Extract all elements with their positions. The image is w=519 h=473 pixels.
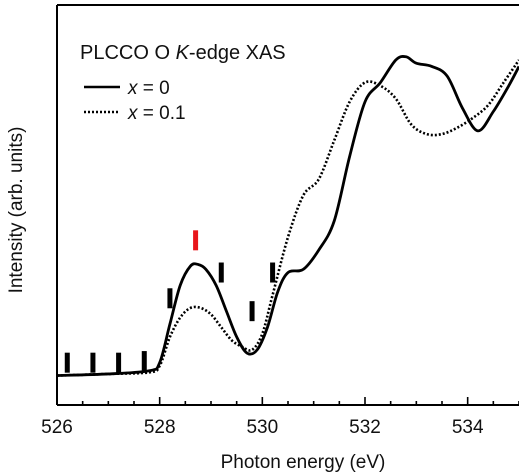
chart-title: PLCCO O K-edge XAS — [80, 42, 286, 64]
x-tick-label: 526 — [41, 417, 73, 438]
peak-marker-2 — [116, 352, 122, 373]
x-tick-label: 530 — [246, 417, 278, 438]
y-axis-title: Intensity (arb. units) — [6, 127, 27, 294]
peak-marker-3 — [141, 351, 147, 372]
series-line-0 — [57, 55, 519, 377]
legend: x = 0 x = 0.1 — [84, 78, 186, 124]
x-tick-label: 534 — [452, 417, 484, 438]
x-tick-label: 528 — [144, 417, 176, 438]
legend-label-series-1: x = 0.1 — [127, 103, 186, 124]
chart-marks — [57, 55, 519, 377]
peak-marker-8 — [270, 262, 276, 283]
peak-marker-5 — [193, 230, 199, 251]
peak-marker-0 — [64, 352, 70, 373]
x-tick-label: 532 — [349, 417, 381, 438]
series-line-1 — [57, 59, 519, 377]
peak-marker-6 — [218, 262, 224, 283]
peak-marker-7 — [249, 301, 255, 322]
axes: 526 528 530 532 534 — [41, 4, 519, 438]
peak-marker-1 — [90, 352, 96, 373]
x-axis-title: Photon energy (eV) — [221, 452, 386, 473]
peak-marker-4 — [167, 288, 173, 309]
legend-label-series-0: x = 0 — [127, 78, 170, 99]
